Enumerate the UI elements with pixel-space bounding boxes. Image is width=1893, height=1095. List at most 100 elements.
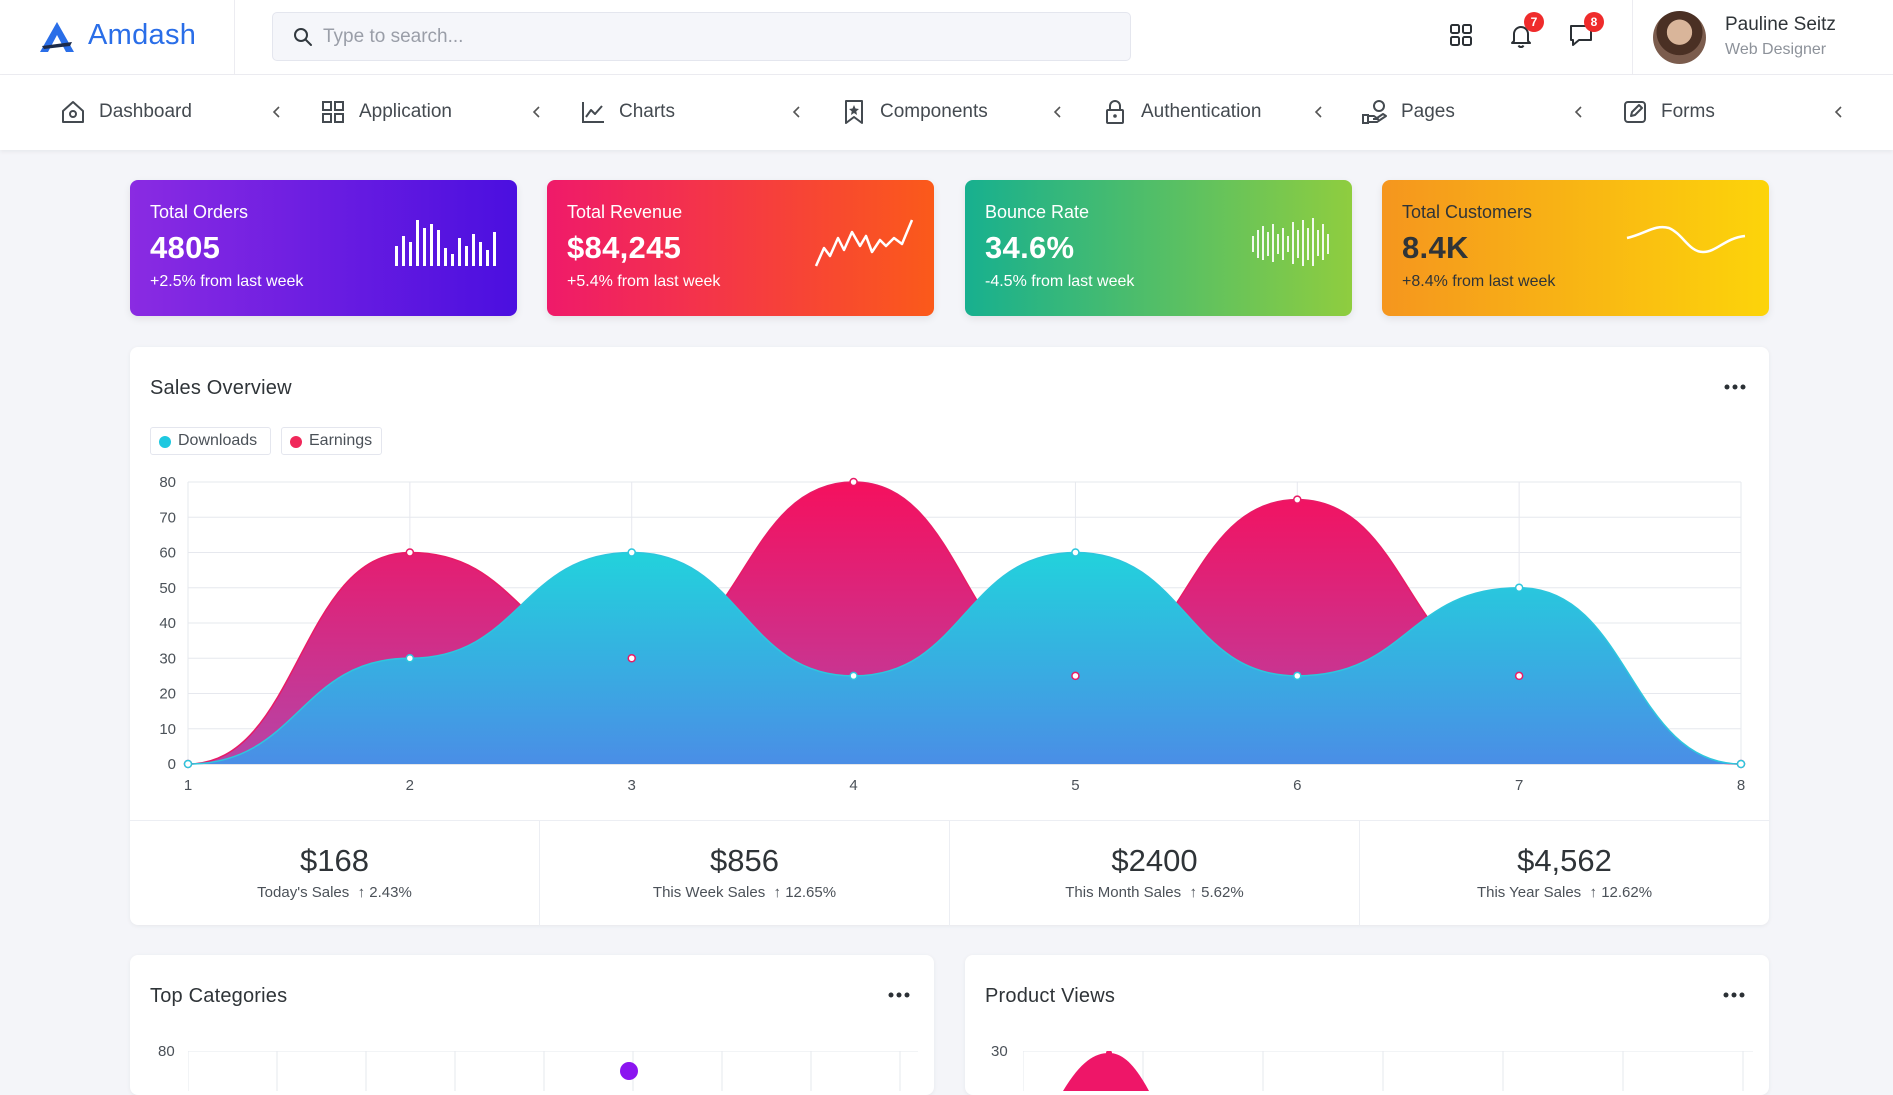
data-point-earnings [1514, 671, 1524, 681]
data-point-downloads [627, 548, 636, 557]
stat-card-total-customers[interactable]: Total Customers 8.4K +8.4% from last wee… [1382, 180, 1769, 316]
stat-value: 34.6% [985, 230, 1075, 265]
data-point-downloads [183, 759, 193, 769]
legend-label: Earnings [309, 432, 373, 449]
more-options-icon[interactable] [887, 987, 911, 1003]
x-tick-label: 3 [628, 777, 636, 794]
stat-card-total-orders[interactable]: Total Orders 4805 +2.5% from last week [130, 180, 517, 316]
user-name: Pauline Seitz [1725, 14, 1836, 35]
notifications-button[interactable]: 7 [1506, 12, 1544, 50]
stat-change: +2.5% from last week [150, 273, 304, 290]
summary-value: $2400 [1111, 843, 1198, 878]
chevron-left-icon [272, 106, 280, 118]
y-tick-label: 10 [159, 721, 176, 738]
sparkbar-icon [395, 220, 496, 266]
nav-item-authentication[interactable]: Authentication [1100, 75, 1360, 150]
notifications-badge: 7 [1524, 12, 1544, 32]
data-point-earnings [627, 654, 636, 663]
panel-title: Sales Overview [150, 377, 292, 399]
nav-item-pages[interactable]: Pages [1360, 75, 1620, 150]
y-tick-label: 60 [159, 545, 176, 562]
legend-earnings[interactable]: Earnings [281, 427, 382, 455]
stat-card-bounce-rate[interactable]: Bounce Rate 34.6% -4.5% from last week [965, 180, 1352, 316]
data-point [620, 1062, 638, 1080]
summary-month: $2400 This Month Sales ↑ 5.62% [950, 821, 1360, 926]
nav-label: Authentication [1141, 101, 1262, 122]
summary-label: This Year Sales ↑ 12.62% [1476, 884, 1653, 901]
nav-item-dashboard[interactable]: Dashboard [58, 75, 318, 150]
apps-button[interactable] [1446, 20, 1476, 50]
stat-card-total-revenue[interactable]: Total Revenue $84,245 +5.4% from last we… [547, 180, 934, 316]
chevron-left-icon [792, 106, 800, 118]
summary-value: $4,562 [1517, 843, 1612, 878]
stat-value: 4805 [150, 230, 221, 265]
chart-line-icon [582, 102, 604, 123]
x-tick-label: 8 [1737, 777, 1745, 794]
summary-value: $856 [710, 843, 779, 878]
user-role: Web Designer [1725, 41, 1827, 58]
area-peak [1063, 1053, 1149, 1091]
chevron-left-icon [1314, 106, 1322, 118]
nav-item-application[interactable]: Application [318, 75, 578, 150]
messages-button[interactable]: 8 [1566, 12, 1604, 50]
more-options-icon[interactable] [1723, 379, 1747, 395]
bell-icon [1511, 26, 1531, 48]
x-tick-label: 5 [1071, 777, 1079, 794]
y-tick-label: 20 [159, 686, 176, 703]
summary-label: This Week Sales ↑ 12.65% [652, 884, 837, 901]
y-tick-label: 80 [159, 474, 176, 491]
summary-label: This Month Sales ↑ 5.62% [1065, 884, 1244, 901]
data-point-earnings [1071, 671, 1080, 681]
nav-item-components[interactable]: Components [839, 75, 1099, 150]
bookmark-icon [845, 100, 863, 124]
sparkbar-icon [1252, 218, 1329, 266]
sales-summary: $168 Today's Sales ↑ 2.43% $856 This Wee… [130, 820, 1769, 926]
y-tick-label: 40 [159, 615, 176, 632]
search-input[interactable] [323, 13, 1103, 60]
nav-item-charts[interactable]: Charts [578, 75, 838, 150]
x-tick-label: 4 [849, 777, 857, 794]
arrow-up-icon: ↑ [1189, 884, 1198, 901]
data-point-earnings [849, 477, 858, 487]
data-point-downloads [1736, 759, 1746, 769]
stat-value: 8.4K [1402, 230, 1469, 265]
chevron-left-icon [1834, 106, 1842, 118]
search-box[interactable] [272, 12, 1131, 61]
nav-label: Components [880, 101, 988, 122]
data-point-downloads [1071, 548, 1080, 557]
legend-swatch [159, 436, 171, 448]
search-icon [294, 28, 312, 46]
top-categories-chart [188, 1051, 918, 1091]
user-menu[interactable]: Pauline Seitz Web Designer [1632, 0, 1893, 75]
messages-badge: 8 [1584, 12, 1604, 32]
nav-label: Dashboard [99, 101, 192, 122]
top-bar: Amdash 7 8 Pauline Seitz Web Designer [0, 0, 1893, 75]
x-tick-label: 6 [1293, 777, 1301, 794]
stat-title: Total Revenue [567, 202, 683, 222]
grid-icon [322, 101, 344, 123]
main-nav: Dashboard Application Charts Components [0, 75, 1893, 150]
y-tick-label: 50 [159, 580, 176, 597]
legend-swatch [290, 436, 302, 448]
more-options-icon[interactable] [1722, 987, 1746, 1003]
nav-label: Pages [1401, 101, 1455, 122]
chevron-left-icon [1053, 106, 1061, 118]
logo-icon [40, 22, 74, 52]
stat-title: Total Customers [1402, 202, 1533, 222]
brand[interactable]: Amdash [0, 0, 235, 75]
nav-label: Charts [619, 101, 675, 122]
panel-title: Top Categories [150, 985, 288, 1007]
nav-item-forms[interactable]: Forms [1620, 75, 1880, 150]
series-line-downloads [187, 551, 1742, 765]
nav-label: Forms [1661, 101, 1715, 122]
avatar [1653, 11, 1706, 64]
panel-title: Product Views [985, 985, 1116, 1007]
chevron-left-icon [1574, 106, 1582, 118]
summary-week: $856 This Week Sales ↑ 12.65% [540, 821, 950, 926]
x-tick-label: 1 [184, 777, 192, 794]
grid-icon [1450, 24, 1472, 46]
y-tick-label: 30 [159, 650, 176, 667]
legend-downloads[interactable]: Downloads [150, 427, 271, 455]
data-point-downloads [1514, 583, 1524, 592]
arrow-up-icon: ↑ [357, 884, 366, 901]
